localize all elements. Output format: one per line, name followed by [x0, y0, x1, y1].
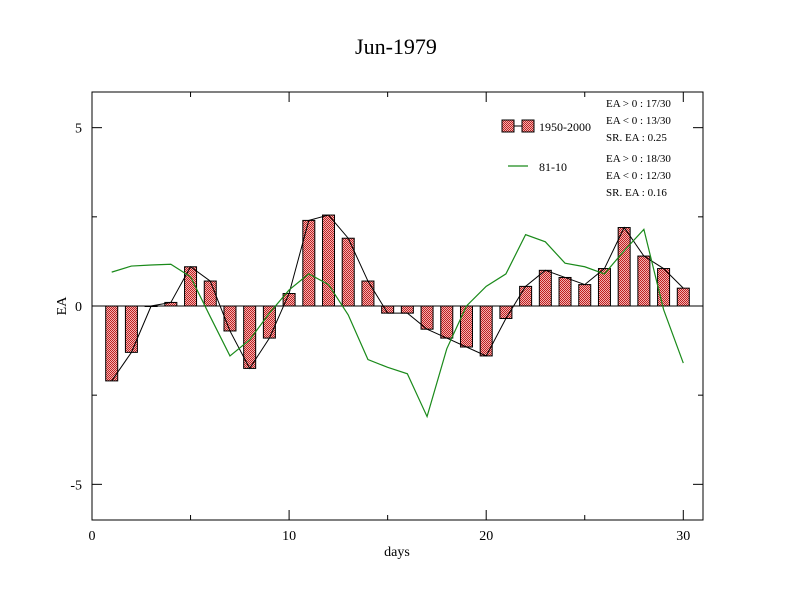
bar-1950-2000-day-7 [223, 305, 237, 332]
stats-1-line-3: SR. EA : 0.25 [606, 132, 667, 144]
bar-1950-2000-day-8 [243, 305, 257, 369]
bar-1950-2000-day-29 [657, 268, 671, 307]
y-tick-label-5: 5 [75, 122, 82, 137]
bar-1950-2000-day-24 [558, 276, 572, 307]
bar-1950-2000-day-22 [519, 285, 533, 307]
bar-1950-2000-day-9 [262, 305, 276, 339]
bar-1950-2000-day-23 [538, 269, 552, 307]
y-axis-label: EA [55, 296, 70, 316]
bar-1950-2000-day-14 [361, 280, 375, 307]
bar-1950-2000-day-18 [440, 305, 454, 339]
legend-bar-symbol-left [501, 119, 515, 133]
bar-1950-2000-day-28 [637, 255, 651, 307]
y-tick-label--5: -5 [70, 478, 82, 493]
stats-1-line-2: EA < 0 : 13/30 [606, 115, 671, 127]
x-axis-label: days [384, 545, 410, 560]
bar-1950-2000-day-12 [322, 214, 336, 307]
bar-1950-2000-day-6 [203, 280, 217, 307]
legend-label-1950-2000: 1950-2000 [539, 120, 591, 134]
x-tick-label-30: 30 [676, 529, 690, 544]
y-tick-label-0: 0 [75, 300, 82, 315]
bar-1950-2000-day-11 [302, 219, 316, 307]
bar-1950-2000-day-1 [105, 305, 119, 382]
bar-1950-2000-day-30 [676, 287, 690, 307]
series-line-81-10 [111, 228, 684, 419]
legend-label-81-10: 81-10 [539, 160, 567, 174]
stats-2-line-1: EA > 0 : 18/30 [606, 153, 671, 165]
bar-1950-2000-day-27 [617, 227, 631, 307]
bar-1950-2000-day-25 [578, 284, 592, 307]
legend-bar-symbol-right [521, 119, 535, 133]
bar-1950-2000-day-19 [459, 305, 473, 348]
bar-1950-2000-day-16 [400, 305, 414, 314]
series-line-1950-2000 [111, 214, 684, 382]
x-tick-label-10: 10 [282, 529, 296, 544]
x-tick-label-20: 20 [479, 529, 493, 544]
x-tick-label-0: 0 [89, 529, 96, 544]
stats-1-line-1: EA > 0 : 17/30 [606, 98, 671, 110]
stats-2-line-2: EA < 0 : 12/30 [606, 170, 671, 182]
stats-2-line-3: SR. EA : 0.16 [606, 187, 667, 199]
bar-1950-2000-day-2 [124, 305, 138, 353]
chart-title: Jun-1979 [355, 34, 437, 59]
